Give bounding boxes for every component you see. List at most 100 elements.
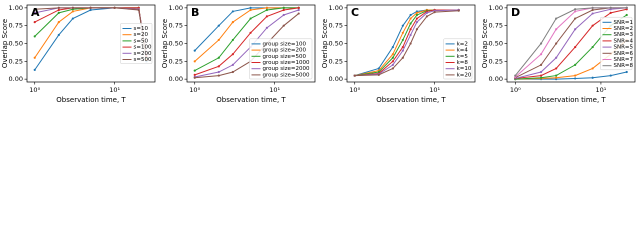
point <box>555 28 558 31</box>
point <box>57 21 60 24</box>
legend-label: group size=5000 <box>263 72 310 78</box>
panel-title: C <box>351 6 359 19</box>
legend-label: group size=500 <box>263 54 307 60</box>
point <box>353 74 356 77</box>
y-tick-label: 0.00 <box>329 75 343 83</box>
figure: 0.00 0.25 0.50 0.75 1.00 10⁰ 10¹ Observation ti… <box>1 4 636 104</box>
point <box>265 8 268 12</box>
point <box>217 38 220 42</box>
point <box>539 53 543 56</box>
point <box>249 31 252 34</box>
point <box>539 74 543 77</box>
y-tick-label: 1.00 <box>329 4 343 12</box>
legend-label: s=500 <box>134 57 152 63</box>
point <box>625 70 628 74</box>
point <box>217 24 220 27</box>
point <box>574 77 577 80</box>
panel: 0.00 0.25 0.50 0.75 1.00 10⁰ 10¹ Observation ti… <box>481 4 636 104</box>
y-tick-label: 0.75 <box>169 22 183 30</box>
point <box>193 73 196 76</box>
point <box>377 67 380 70</box>
y-tick-label: 1.00 <box>489 4 503 12</box>
point <box>391 60 394 63</box>
y-tick-label: 0.00 <box>169 75 183 83</box>
point <box>33 8 36 11</box>
point <box>401 45 404 49</box>
point <box>33 56 36 59</box>
legend-label: k=10 <box>457 66 472 72</box>
point <box>193 49 196 52</box>
x-tick-label: 10⁰ <box>189 86 200 94</box>
point <box>282 6 285 9</box>
point <box>591 6 594 9</box>
legend-label: k=4 <box>457 48 469 54</box>
point <box>282 8 285 12</box>
point <box>433 11 436 14</box>
point <box>539 63 543 66</box>
point <box>57 6 60 9</box>
legend-box <box>249 38 313 80</box>
point <box>217 65 220 68</box>
y-tick-label: 0.75 <box>9 22 23 30</box>
point <box>409 42 412 45</box>
point <box>89 8 92 12</box>
point <box>415 13 419 17</box>
legend-label: SNR=8 <box>614 63 634 69</box>
point <box>231 70 234 74</box>
y-tick-label: 0.50 <box>329 40 343 48</box>
point <box>265 15 268 18</box>
x-tick-label: 10⁰ <box>29 86 40 94</box>
point <box>297 6 300 9</box>
point <box>249 6 252 9</box>
point <box>231 38 234 42</box>
point <box>71 6 74 9</box>
x-tick-label: 10¹ <box>269 86 280 94</box>
point <box>555 67 558 70</box>
point <box>409 33 412 37</box>
y-axis-label: Overlap Score <box>1 19 9 68</box>
point <box>71 17 74 20</box>
legend-label: SNR=6 <box>614 51 634 57</box>
point <box>231 10 234 13</box>
point <box>57 8 60 12</box>
point <box>591 76 594 79</box>
point <box>574 28 577 31</box>
point <box>609 74 612 77</box>
point <box>265 6 268 9</box>
point <box>574 8 577 11</box>
point <box>401 38 404 42</box>
y-tick-label: 0.50 <box>489 40 503 48</box>
point <box>391 56 394 59</box>
point <box>415 21 419 24</box>
y-tick-label: 0.25 <box>329 57 343 65</box>
point <box>415 11 419 14</box>
legend-label: k=2 <box>457 41 468 47</box>
point <box>282 13 285 17</box>
point <box>33 35 36 38</box>
panel-title: B <box>191 6 199 19</box>
point <box>591 24 594 27</box>
legend-label: group size=1000 <box>263 60 310 66</box>
y-axis-label: Overlap Score <box>481 19 489 68</box>
point <box>574 45 577 49</box>
legend: k=2k=4k=5k=8k=10k=20 <box>443 38 473 80</box>
y-tick-label: 0.50 <box>169 40 183 48</box>
point <box>625 6 628 9</box>
point <box>71 10 74 13</box>
point <box>457 9 460 12</box>
legend-label: SNR=2 <box>614 26 634 32</box>
x-axis-label: Observation time, T <box>56 96 126 104</box>
point <box>555 42 558 45</box>
x-tick-label: 10¹ <box>109 86 120 94</box>
point <box>249 17 252 20</box>
legend-label: group size=2000 <box>263 66 310 72</box>
y-tick-label: 0.25 <box>489 57 503 65</box>
x-tick-label: 10¹ <box>429 86 440 94</box>
legend-label: SNR=3 <box>614 32 634 38</box>
legend-label: SNR=5 <box>614 45 634 51</box>
point <box>249 8 252 12</box>
point <box>401 24 404 27</box>
y-tick-label: 0.00 <box>9 75 23 83</box>
